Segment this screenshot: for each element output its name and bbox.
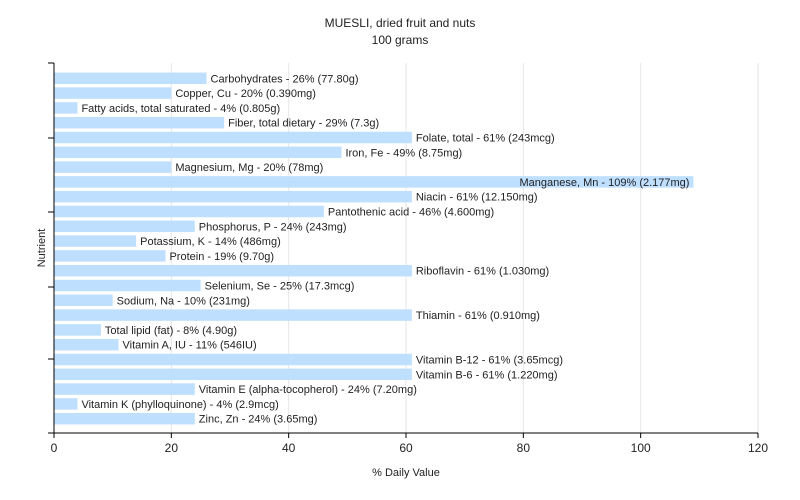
bar	[54, 220, 195, 233]
bar-label: Carbohydrates - 26% (77.80g)	[211, 73, 359, 85]
axes: 0 20 40 60 80 100 120	[48, 62, 768, 455]
bar-label: Vitamin B-12 - 61% (3.65mcg)	[416, 355, 563, 367]
bar-label: Total lipid (fat) - 8% (4.90g)	[105, 325, 237, 337]
bar	[54, 264, 412, 277]
y-axis-title: Nutrient	[36, 229, 48, 268]
bar-labels: Carbohydrates - 26% (77.80g) Copper, Cu -…	[81, 73, 689, 425]
bar-label: Fatty acids, total saturated - 4% (0.805…	[81, 103, 280, 115]
bar-label: Protein - 19% (9.70g)	[169, 251, 274, 263]
bar-label: Sodium, Na - 10% (231mg)	[117, 295, 250, 307]
chart-subtitle: 100 grams	[372, 33, 429, 47]
x-tick-label: 100	[631, 441, 651, 455]
bar	[54, 176, 694, 188]
bar-label: Fiber, total dietary - 29% (7.3g)	[228, 118, 379, 130]
bar	[54, 87, 172, 99]
bars	[54, 72, 694, 425]
bar	[54, 353, 412, 366]
x-tick-label: 0	[51, 441, 58, 455]
bar-label: Magnesium, Mg - 20% (78mg)	[175, 162, 323, 174]
bar-label: Riboflavin - 61% (1.030mg)	[416, 266, 549, 278]
bar	[54, 338, 119, 351]
bar	[54, 102, 78, 114]
bar	[54, 368, 412, 381]
bar-label: Phosphorus, P - 24% (243mg)	[199, 221, 347, 233]
bar-label: Pantothenic acid - 46% (4.600mg)	[328, 207, 494, 219]
bar-label: Folate, total - 61% (243mcg)	[416, 133, 555, 145]
bar	[54, 412, 195, 425]
bar-label: Vitamin E (alpha-tocopherol) - 24% (7.20…	[199, 384, 417, 396]
bar	[54, 190, 412, 203]
bar	[54, 398, 78, 410]
bar	[54, 235, 137, 247]
x-tick-label: 80	[517, 441, 531, 455]
bar	[54, 383, 195, 395]
x-tick-label: 120	[748, 441, 768, 455]
x-tick-label: 40	[282, 441, 296, 455]
bar-label: Thiamin - 61% (0.910mg)	[416, 310, 540, 322]
bar-label: Vitamin K (phylloquinone) - 4% (2.9mcg)	[81, 399, 278, 411]
bar-label: Niacin - 61% (12.150mg)	[416, 192, 538, 204]
bar-label: Selenium, Se - 25% (17.3mcg)	[205, 281, 355, 293]
bar-label: Iron, Fe - 49% (8.75mg)	[345, 147, 462, 159]
x-tick-label: 60	[399, 441, 413, 455]
bar-label: Vitamin A, IU - 11% (546IU)	[123, 340, 257, 352]
bar-label: Zinc, Zn - 24% (3.65mg)	[199, 414, 318, 426]
bar	[54, 205, 324, 218]
x-tick-label: 20	[165, 441, 179, 455]
bar-label: Copper, Cu - 20% (0.390mg)	[175, 88, 316, 100]
bar-label: Potassium, K - 14% (486mg)	[140, 236, 281, 248]
bar	[54, 294, 113, 307]
bar	[54, 161, 172, 173]
bar	[54, 72, 207, 85]
chart-title: MUESLI, dried fruit and nuts	[325, 16, 476, 30]
x-axis-title: % Daily Value	[372, 467, 440, 479]
bar	[54, 250, 166, 262]
bar-label: Vitamin B-6 - 61% (1.220mg)	[416, 369, 558, 381]
bar	[54, 324, 101, 336]
bar	[54, 309, 412, 321]
bar	[54, 131, 412, 144]
bar	[54, 146, 342, 159]
bar-label: Manganese, Mn - 109% (2.177mg)	[519, 177, 689, 189]
bar	[54, 279, 201, 292]
bar	[54, 116, 225, 129]
